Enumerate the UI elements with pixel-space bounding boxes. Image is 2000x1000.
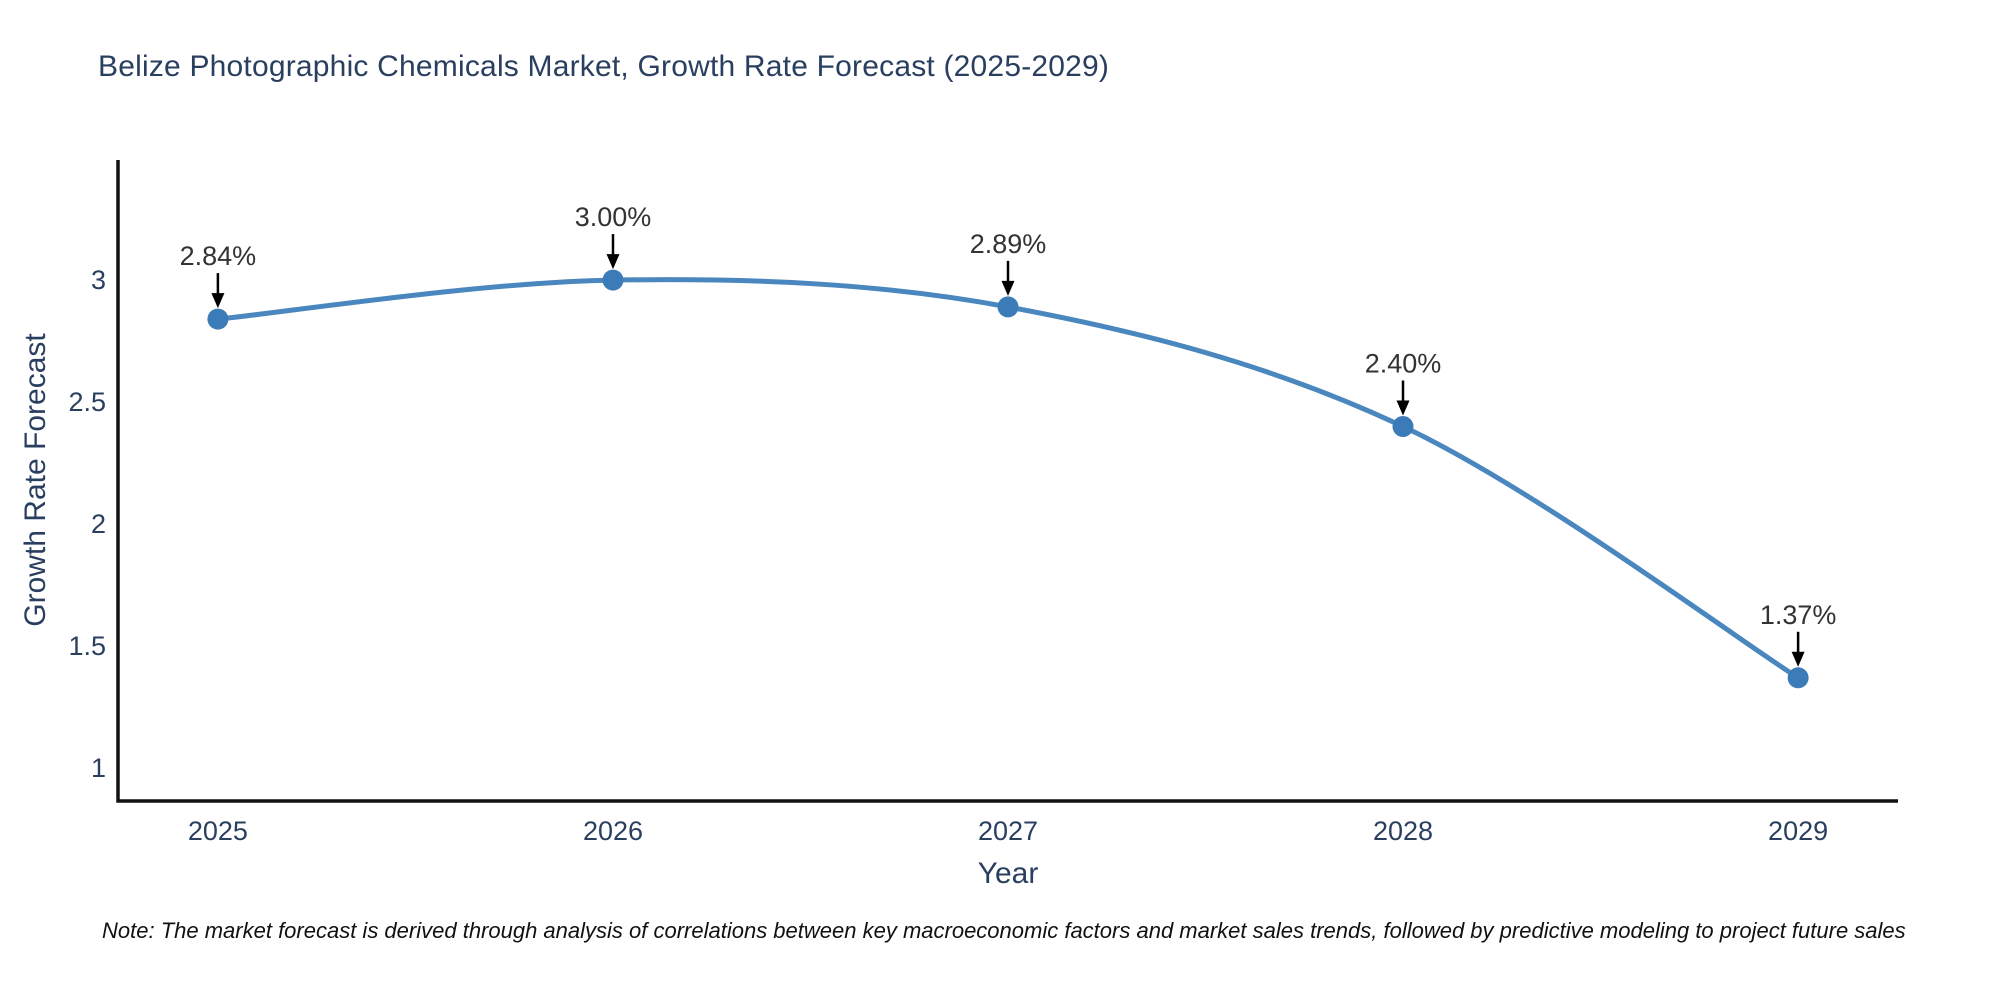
data-point-2029 <box>1787 667 1809 689</box>
trend-line <box>217 277 1800 680</box>
annotation-label: 2.84% <box>180 241 257 271</box>
data-point-2025 <box>207 308 229 330</box>
y-axis-title: Growth Rate Forecast <box>19 333 52 627</box>
data-point-2028 <box>1392 416 1414 437</box>
y-tick-label: 2.5 <box>68 387 106 417</box>
annotation-label: 2.40% <box>1365 349 1442 379</box>
annotation-label: 1.37% <box>1760 600 1837 630</box>
x-tick-label: 2026 <box>583 816 643 846</box>
annotation-arrowhead <box>211 293 225 309</box>
y-tick-label: 1.5 <box>68 631 106 661</box>
data-point-2027 <box>997 296 1019 318</box>
annotation-arrowhead <box>1001 280 1015 296</box>
x-tick-label: 2029 <box>1768 816 1828 846</box>
x-tick-label: 2028 <box>1373 816 1433 846</box>
y-tick-label: 2 <box>91 509 106 539</box>
footnote: Note: The market forecast is derived thr… <box>102 918 1906 943</box>
annotation-label: 3.00% <box>575 202 652 232</box>
annotation-arrowhead <box>606 254 620 270</box>
x-axis-title: Year <box>977 857 1039 890</box>
y-tick-label: 3 <box>91 265 106 295</box>
annotation-label: 2.89% <box>970 229 1047 259</box>
annotation-arrowhead <box>1791 651 1805 667</box>
y-tick-label: 1 <box>91 753 106 783</box>
data-point-2026 <box>602 269 624 291</box>
x-tick-label: 2025 <box>188 816 248 846</box>
chart-title: Belize Photographic Chemicals Market, Gr… <box>98 50 1110 83</box>
x-tick-label: 2027 <box>978 816 1038 846</box>
annotation-arrowhead <box>1396 400 1410 416</box>
